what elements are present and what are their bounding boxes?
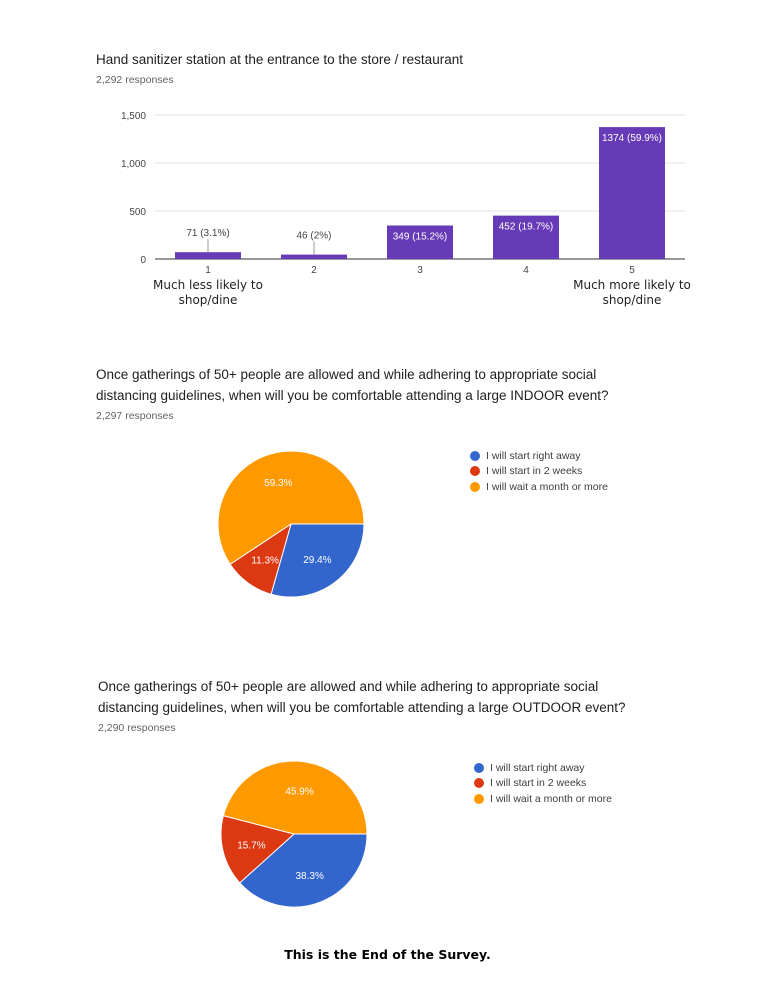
outdoor-pie-legend: I will start right away I will start in 2… — [474, 760, 612, 807]
bar — [281, 254, 347, 259]
legend-swatch — [474, 778, 484, 789]
pie-slice — [217, 450, 365, 565]
chart-3-title: Once gatherings of 50+ people are allowe… — [98, 679, 626, 715]
legend-swatch — [470, 450, 480, 461]
outdoor-pie-chart: 38.3% 15.7% 45.9% — [220, 760, 368, 908]
chart-2-title: Once gatherings of 50+ people are allowe… — [96, 367, 609, 403]
legend-label: I will wait a month or more — [490, 792, 612, 805]
indoor-pie-legend: I will start right away I will start in 2… — [470, 448, 608, 495]
pie-slice-label: 45.9% — [285, 787, 313, 798]
legend-item: I will wait a month or more — [474, 791, 612, 807]
legend-label: I will start in 2 weeks — [486, 465, 583, 478]
pie-slice-label: 11.3% — [251, 555, 279, 566]
pie-slice — [270, 523, 365, 598]
legend-item: I will start in 2 weeks — [470, 464, 608, 480]
bar — [175, 252, 241, 259]
indoor-pie-chart: 29.4% 11.3% 59.3% — [217, 450, 365, 598]
legend-item: I will start right away — [470, 448, 608, 464]
y-tick-label: 500 — [129, 207, 146, 218]
legend-label: I will start right away — [486, 449, 581, 462]
legend-item: I will start in 2 weeks — [474, 776, 612, 792]
chart-1-response-count: 2,292 responses — [96, 74, 174, 86]
chart-1-title: Hand sanitizer station at the entrance t… — [96, 52, 463, 67]
chart-2-response-count: 2,297 responses — [96, 410, 174, 422]
legend-label: I will wait a month or more — [486, 480, 608, 493]
pie-slice-label: 59.3% — [264, 478, 292, 489]
x-tick-label: 3 — [417, 265, 423, 276]
data-label: 349 (15.2%) — [393, 231, 447, 242]
y-tick-label: 1,500 — [121, 111, 146, 122]
bar — [599, 127, 665, 259]
x-tick-label: 4 — [523, 265, 529, 276]
x-tick-label: 1 — [205, 265, 211, 276]
pie-slice — [239, 833, 368, 908]
chart-3-response-count: 2,290 responses — [98, 722, 176, 734]
x-category-sublabel: Much less likely to shop/dine — [153, 278, 263, 307]
end-of-survey-text: This is the End of the Survey. — [284, 947, 491, 962]
data-label: 1374 (59.9%) — [602, 133, 662, 144]
pie-slice-label: 38.3% — [296, 871, 324, 882]
y-tick-label: 1,000 — [121, 159, 146, 170]
data-label: 452 (19.7%) — [499, 222, 553, 233]
pie-slice-label: 15.7% — [237, 840, 265, 851]
x-tick-label: 2 — [311, 265, 317, 276]
x-category-sublabel: Much more likely to shop/dine — [573, 278, 691, 307]
pie-slice-label: 29.4% — [303, 555, 331, 566]
legend-item: I will start right away — [474, 760, 612, 776]
legend-swatch — [470, 466, 480, 477]
bar-chart: 0 500 1,000 1,500 71 (3.1%) 1 Much less likely… — [121, 111, 691, 307]
data-label: 46 (2%) — [296, 231, 331, 242]
legend-swatch — [470, 481, 480, 492]
y-tick-label: 0 — [140, 255, 146, 266]
legend-label: I will start right away — [490, 761, 585, 774]
data-label: 71 (3.1%) — [186, 228, 229, 239]
pie-slice — [220, 814, 296, 884]
legend-swatch — [474, 793, 484, 804]
bar — [493, 215, 559, 259]
bar — [387, 225, 453, 259]
legend-swatch — [474, 762, 484, 773]
x-tick-label: 5 — [629, 265, 635, 276]
legend-label: I will start in 2 weeks — [490, 777, 587, 790]
pie-slice — [222, 760, 368, 835]
legend-item: I will wait a month or more — [470, 479, 608, 495]
